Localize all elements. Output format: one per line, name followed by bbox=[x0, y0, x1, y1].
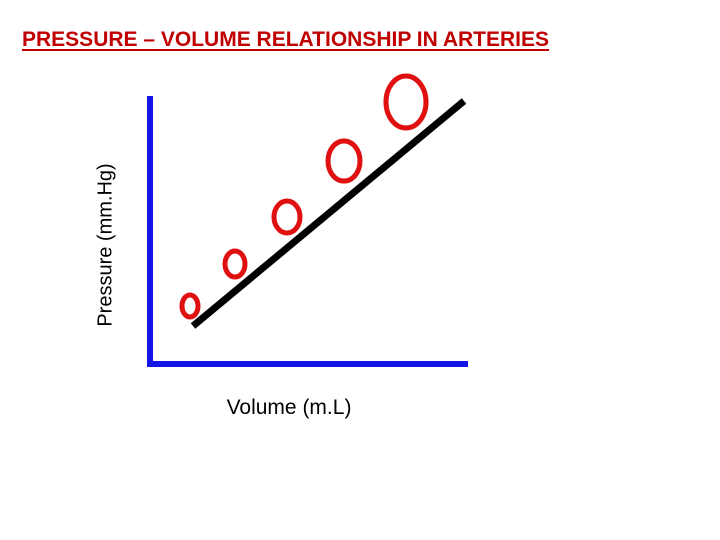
artery-ring-2 bbox=[222, 248, 248, 280]
artery-ring-5 bbox=[383, 73, 429, 131]
trend-line bbox=[190, 98, 467, 329]
artery-ring-4 bbox=[325, 138, 363, 184]
slide-title: PRESSURE – VOLUME RELATIONSHIP IN ARTERI… bbox=[22, 28, 550, 51]
x-axis-label: Volume (m.L) bbox=[226, 396, 352, 419]
artery-ring-1 bbox=[179, 292, 201, 320]
artery-ring-3 bbox=[271, 198, 303, 236]
